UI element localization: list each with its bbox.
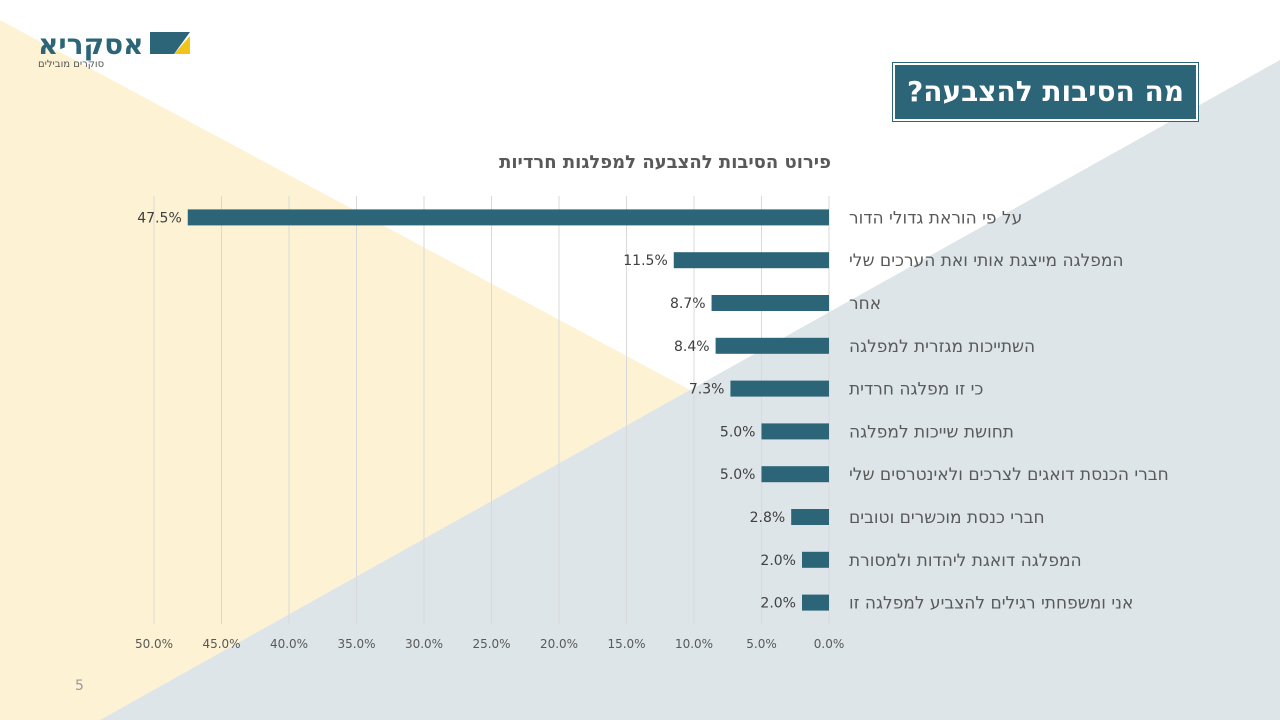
- category-label: השתייכות מגזרית למפלגה: [849, 337, 1035, 357]
- bar: [730, 380, 829, 397]
- bar: [673, 252, 829, 269]
- x-tick-label: 10.0%: [675, 637, 713, 651]
- data-label: 2.0%: [760, 596, 796, 612]
- category-label: כי זו מפלגה חרדית: [849, 380, 983, 400]
- logo-name: אסקריא: [38, 28, 144, 61]
- data-label: 8.7%: [670, 296, 706, 312]
- slide-title: מה הסיבות להצבעה?: [893, 63, 1198, 121]
- x-tick-label: 0.0%: [814, 637, 845, 651]
- category-label: חברי הכנסת דואגים לצרכים ולאינטרסים שלי: [849, 465, 1169, 485]
- category-label: על פי הוראת גדולי הדור: [849, 208, 1022, 228]
- bar: [802, 551, 829, 568]
- data-label: 2.0%: [760, 553, 796, 569]
- bar: [791, 509, 829, 525]
- blue-triangle: [100, 60, 1280, 720]
- data-label: 8.4%: [674, 339, 710, 355]
- category-label: המפלגה דואגת ליהדות ולמסורת: [849, 551, 1082, 571]
- data-label: 5.0%: [720, 424, 756, 440]
- category-label: המפלגה מייצגת אותי ואת הערכים שלי: [849, 251, 1124, 271]
- x-tick-label: 50.0%: [135, 637, 173, 651]
- x-tick-label: 40.0%: [270, 637, 308, 651]
- bar: [761, 423, 829, 440]
- page-number: 5: [75, 678, 84, 694]
- data-label: 11.5%: [623, 253, 667, 269]
- data-label: 2.8%: [750, 510, 786, 526]
- data-label: 7.3%: [689, 382, 725, 398]
- category-label: תחושת שייכות למפלגה: [849, 422, 1014, 442]
- x-tick-label: 30.0%: [405, 637, 443, 651]
- bar: [715, 337, 829, 354]
- yellow-triangle: [0, 20, 690, 720]
- x-tick-label: 20.0%: [540, 637, 578, 651]
- x-tick-label: 45.0%: [202, 637, 240, 651]
- x-tick-label: 15.0%: [607, 637, 645, 651]
- category-label: אחר: [849, 294, 881, 314]
- bar: [802, 594, 829, 611]
- category-label: חברי כנסת מוכשרים וטובים: [849, 508, 1045, 528]
- bar: [187, 209, 829, 226]
- chart-title: פירוט הסיבות להצבעה למפלגות חרדיות: [499, 152, 831, 173]
- x-tick-label: 5.0%: [746, 637, 777, 651]
- data-label: 5.0%: [720, 467, 756, 483]
- logo-tagline: סוקרים מובילים: [38, 59, 105, 70]
- data-label: 47.5%: [137, 210, 181, 226]
- bar: [711, 295, 829, 311]
- bar: [761, 466, 829, 483]
- logo-mark: [150, 32, 190, 54]
- x-tick-label: 35.0%: [337, 637, 375, 651]
- x-tick-label: 25.0%: [472, 637, 510, 651]
- category-label: אני ומשפחתי רגילים להצביע למפלגה זו: [849, 594, 1133, 614]
